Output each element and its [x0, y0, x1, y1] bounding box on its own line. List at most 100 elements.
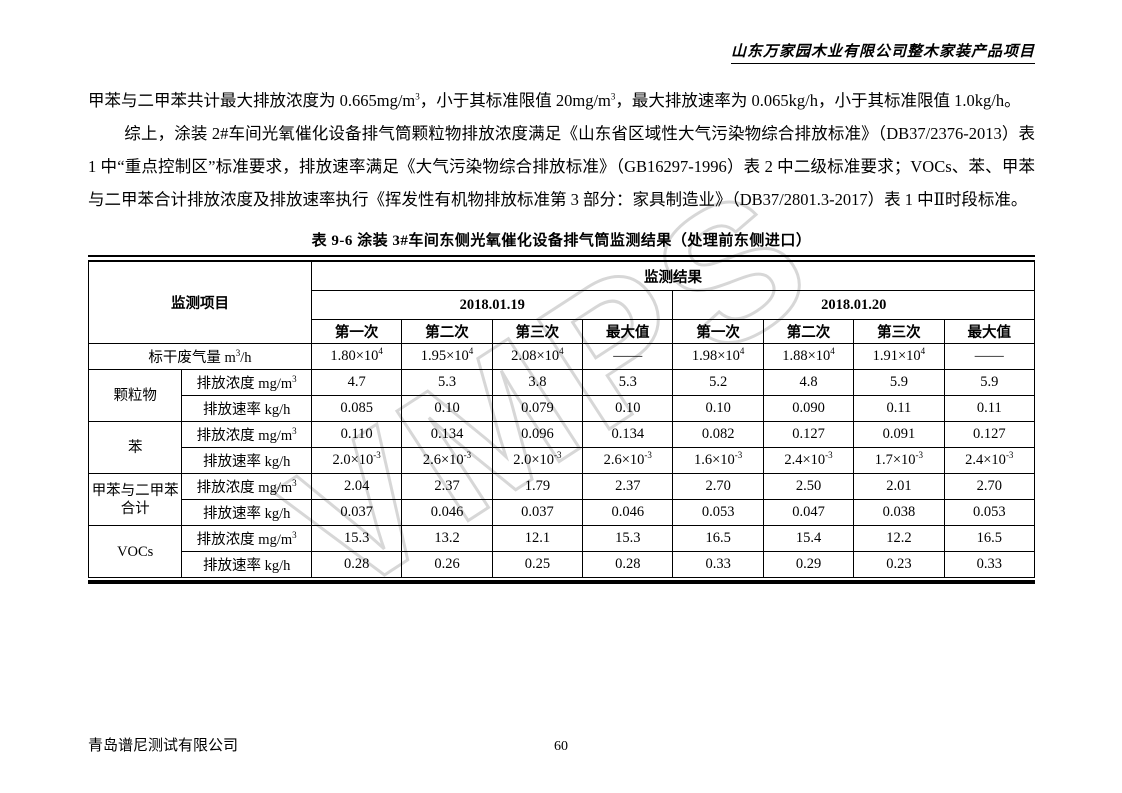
- table-cell: 0.046: [401, 499, 493, 526]
- table-cell: 0.079: [491, 395, 584, 422]
- table-cell: 2.70: [943, 473, 1036, 500]
- table-cell: 5.3: [582, 369, 674, 396]
- table-cell: 0.33: [672, 551, 764, 578]
- header-run: 第三次: [491, 319, 584, 344]
- table-cell: 0.053: [672, 499, 764, 526]
- table-cell: 0.134: [582, 421, 674, 448]
- row-category: VOCs: [87, 525, 183, 578]
- table-cell: 0.10: [401, 395, 493, 422]
- row-sub-label: 排放速率 kg/h: [181, 395, 312, 422]
- table-cell: 1.80×104: [310, 343, 403, 370]
- header-item: 监测项目: [88, 261, 312, 344]
- header-result: 监测结果: [310, 261, 1036, 291]
- table-cell: 0.10: [672, 395, 764, 422]
- table-cell: 15.3: [310, 525, 403, 552]
- table-cell: 0.085: [310, 395, 403, 422]
- table-cell: 2.37: [401, 473, 493, 500]
- table-cell: 0.096: [491, 421, 584, 448]
- table-body: 标干废气量 m3/h 1.80×104 1.95×104 2.08×104 —— 1.98…: [87, 343, 1036, 578]
- table-cell: 4.7: [310, 369, 403, 396]
- table-cell: 0.082: [672, 421, 764, 448]
- table-cell: 0.090: [762, 395, 855, 422]
- table-cell: 2.50: [762, 473, 855, 500]
- table-row: 排放速率 kg/h 0.085 0.10 0.079 0.10 0.10 0.090 0.11…: [89, 395, 1036, 422]
- table-cell: 15.3: [582, 525, 674, 552]
- table-cell: 0.10: [582, 395, 674, 422]
- row-sub-label: 排放浓度 mg/m3: [181, 369, 312, 396]
- table-cell: 0.037: [491, 499, 584, 526]
- paragraph-toluene-summary: 甲苯与二甲苯共计最大排放浓度为 0.665mg/m3，小于其标准限值 20mg/…: [88, 91, 1021, 110]
- table-cell: 2.6×10-3: [401, 447, 493, 474]
- monitoring-table: 监测项目 监测结果 2018.01.19 2018.01.20 第一次 第二次 …: [87, 261, 1036, 578]
- table-row: 排放速率 kg/h 0.037 0.046 0.037 0.046 0.053 0.047 0…: [89, 499, 1036, 526]
- table-cell: 1.7×10-3: [853, 447, 945, 474]
- table-cell: 0.33: [943, 551, 1036, 578]
- table-cell: 0.29: [762, 551, 855, 578]
- table-cell: 12.2: [853, 525, 945, 552]
- table-cell: 0.28: [310, 551, 403, 578]
- footer-page-number: 60: [554, 739, 568, 754]
- monitoring-table-wrap: 监测项目 监测结果 2018.01.19 2018.01.20 第一次 第二次 …: [87, 255, 1036, 584]
- table-cell: 0.038: [853, 499, 945, 526]
- paragraph-conclusion: 综上，涂装 2#车间光氧催化设备排气筒颗粒物排放浓度满足《山东省区域性大气污染物…: [88, 124, 1035, 209]
- table-cell: 0.11: [943, 395, 1036, 422]
- header-run: 第三次: [853, 319, 945, 344]
- table-cell: 2.0×10-3: [310, 447, 403, 474]
- table-cell: 0.091: [853, 421, 945, 448]
- header-date-1: 2018.01.19: [310, 290, 674, 320]
- table-cell: 2.04: [310, 473, 403, 500]
- page-header-title: 山东万家园木业有限公司整木家装产品项目: [730, 40, 1035, 64]
- table-cell: 0.23: [853, 551, 945, 578]
- table-cell: 0.110: [310, 421, 403, 448]
- table-cell: 0.134: [401, 421, 493, 448]
- table-cell: 2.70: [672, 473, 764, 500]
- row-sub-label: 排放浓度 mg/m3: [181, 473, 312, 500]
- table-header-row-3: 第一次 第二次 第三次 最大值 第一次 第二次 第三次 最大值: [89, 319, 1036, 344]
- table-cell: 0.26: [401, 551, 493, 578]
- table-cell: 5.3: [401, 369, 493, 396]
- table-cell: 15.4: [762, 525, 855, 552]
- table-row: 甲苯与二甲苯合计 排放浓度 mg/m3 2.04 2.37 1.79 2.37 2.70 2.…: [87, 473, 1036, 526]
- table-cell: 1.79: [491, 473, 584, 500]
- table-cell: 5.9: [943, 369, 1036, 396]
- table-cell: 3.8: [491, 369, 584, 396]
- table-cell: 1.6×10-3: [672, 447, 764, 474]
- row-label: 标干废气量 m3/h: [88, 343, 312, 370]
- row-category: 苯: [87, 421, 183, 474]
- row-sub-label: 排放速率 kg/h: [181, 447, 312, 474]
- table-cell: 2.4×10-3: [943, 447, 1036, 474]
- row-category: 甲苯与二甲苯合计: [87, 473, 183, 526]
- table-cell: 2.08×104: [491, 343, 584, 370]
- header-run: 第一次: [672, 319, 764, 344]
- footer-company: 青岛谱尼测试有限公司: [88, 738, 239, 754]
- header-run: 第二次: [401, 319, 493, 344]
- table-row: 颗粒物 排放浓度 mg/m3 4.7 5.3 3.8 5.3 5.2 4.8 5.9 5.9: [87, 369, 1036, 422]
- table-row: VOCs 排放浓度 mg/m3 15.3 13.2 12.1 15.3 16.5 15.4 12…: [87, 525, 1036, 578]
- row-sub-label: 排放速率 kg/h: [181, 499, 312, 526]
- table-cell: 0.037: [310, 499, 403, 526]
- table-cell: 5.9: [853, 369, 945, 396]
- table-head: 监测项目 监测结果 2018.01.19 2018.01.20 第一次 第二次 …: [88, 261, 1036, 344]
- table-cell: 16.5: [672, 525, 764, 552]
- header-run: 第一次: [310, 319, 403, 344]
- table-header-row-2: 2018.01.19 2018.01.20: [89, 290, 1035, 320]
- table-cell: 2.0×10-3: [491, 447, 584, 474]
- table-cell: 2.37: [582, 473, 674, 500]
- table-cell: 0.28: [582, 551, 674, 578]
- table-cell: 1.98×104: [672, 343, 764, 370]
- table-cell: 1.91×104: [853, 343, 945, 370]
- table-cell: 0.127: [762, 421, 855, 448]
- table-cell: 4.8: [762, 369, 855, 396]
- header-run: 最大值: [582, 319, 674, 344]
- table-cell: 0.046: [582, 499, 674, 526]
- table-cell: ——: [943, 343, 1036, 370]
- table-cell: 0.11: [853, 395, 945, 422]
- table-cell: 0.25: [491, 551, 584, 578]
- table-cell: 13.2: [401, 525, 493, 552]
- table-cell: 5.2: [672, 369, 764, 396]
- table-cell: 1.95×104: [401, 343, 493, 370]
- page-content: 甲苯与二甲苯共计最大排放浓度为 0.665mg/m3，小于其标准限值 20mg/…: [87, 84, 1036, 584]
- header-run: 最大值: [943, 319, 1036, 344]
- table-row: 排放速率 kg/h 0.28 0.26 0.25 0.28 0.33 0.29 0.23 0.3…: [89, 551, 1036, 578]
